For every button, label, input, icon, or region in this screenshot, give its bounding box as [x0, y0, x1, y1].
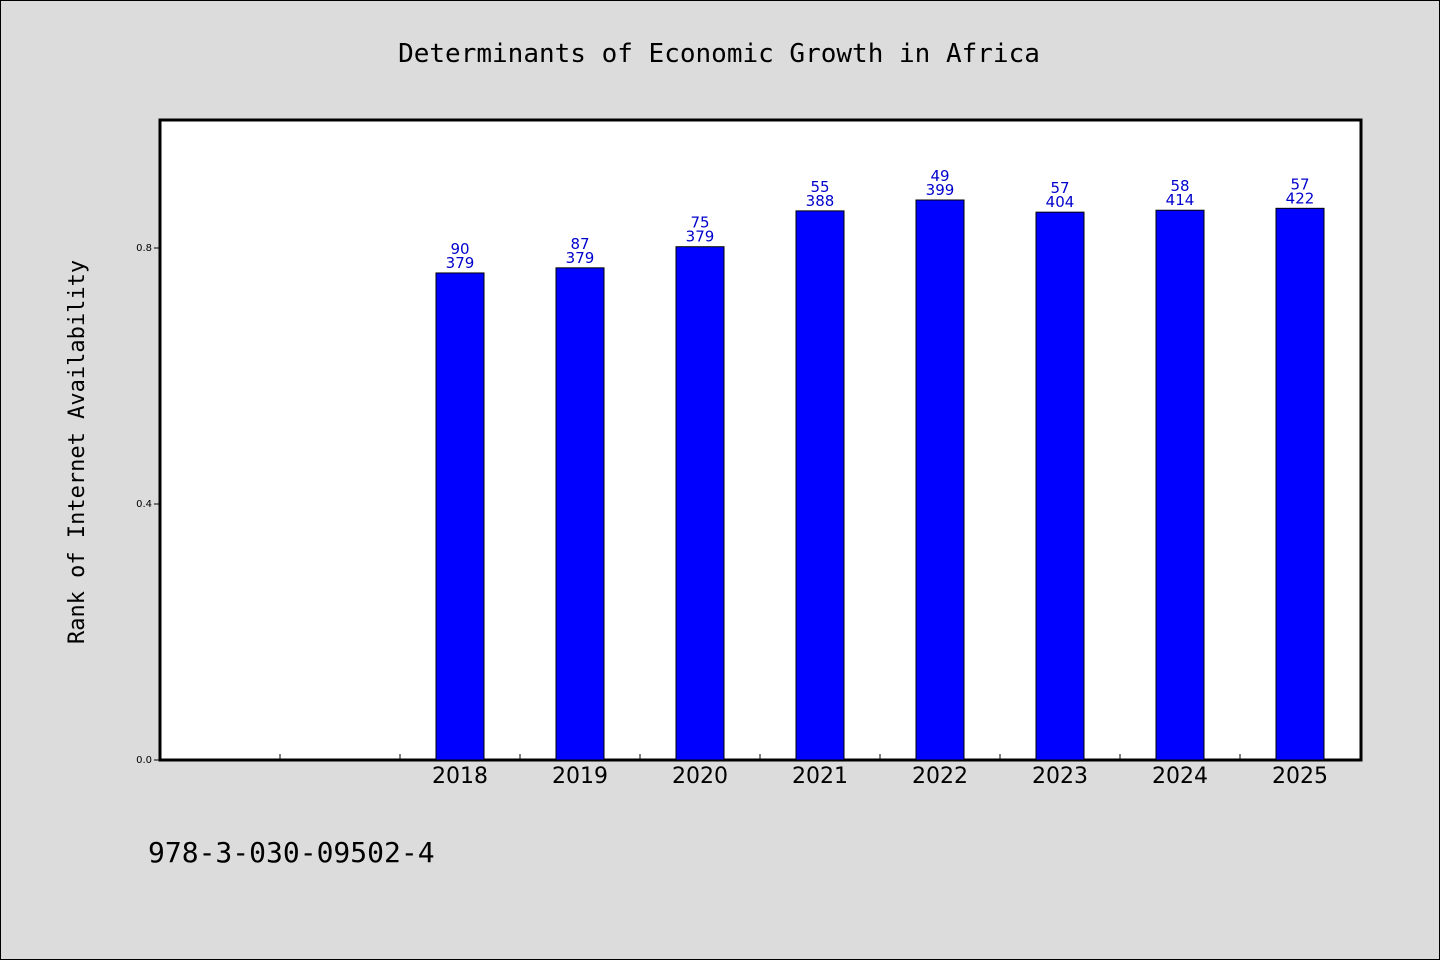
bar-label-bottom: 414: [1166, 191, 1195, 209]
x-tick-label: 2022: [912, 764, 968, 789]
y-tick-label: 0.0: [136, 755, 152, 766]
bar: [1155, 209, 1205, 761]
bar-label-top: 49: [930, 167, 949, 185]
chart-title: Determinants of Economic Growth in Afric…: [398, 39, 1040, 69]
y-tick-label: 0.8: [136, 243, 152, 254]
bar: [675, 246, 725, 761]
y-tick-label: 0.4: [136, 499, 152, 510]
bars: [435, 199, 1325, 761]
bar-label-top: 75: [690, 214, 709, 232]
bar-label-top: 87: [570, 235, 589, 253]
x-tick-label: 2018: [432, 764, 488, 789]
bar-label-top: 90: [450, 240, 469, 258]
bar-label-top: 57: [1290, 175, 1309, 193]
bar-label-top: 57: [1050, 179, 1069, 197]
x-tick-label: 2019: [552, 764, 608, 789]
bar-label-bottom: 399: [926, 181, 955, 199]
bar-label-top: 55: [810, 178, 829, 196]
x-tick-label: 2023: [1032, 764, 1088, 789]
bar-label-bottom: 379: [446, 254, 475, 272]
bar: [435, 272, 485, 761]
x-tick-label: 2021: [792, 764, 848, 789]
y-axis-label: Rank of Internet Availability: [65, 260, 90, 644]
x-tick-label: 2024: [1152, 764, 1208, 789]
bar-label-bottom: 379: [566, 249, 595, 267]
bar: [1035, 211, 1085, 761]
bar: [1275, 207, 1325, 761]
bar-label-bottom: 422: [1286, 189, 1315, 207]
bar: [555, 267, 605, 761]
bar-label-bottom: 388: [806, 192, 835, 210]
bar-label-bottom: 404: [1046, 193, 1075, 211]
bar-label-bottom: 379: [686, 228, 715, 246]
bar: [915, 199, 965, 761]
x-tick-label: 2020: [672, 764, 728, 789]
x-axis: 2018 2019 2020 2021 2022 2023 2024 2025: [279, 754, 1328, 789]
bar: [795, 210, 845, 761]
footer-isbn: 978-3-030-09502-4: [148, 836, 435, 869]
y-axis: 0.0 0.4 0.8: [136, 243, 160, 766]
bar-label-top: 58: [1170, 177, 1189, 195]
x-tick-label: 2025: [1272, 764, 1328, 789]
